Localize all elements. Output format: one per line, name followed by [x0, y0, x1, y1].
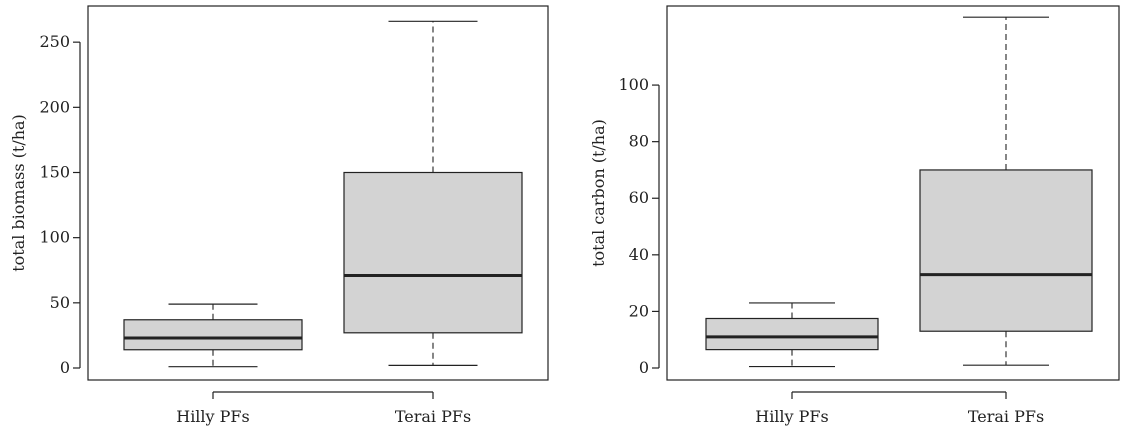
box-hilly	[705, 302, 879, 368]
y-tick-label: 80	[629, 132, 649, 151]
box-hilly	[123, 303, 303, 368]
box-terai	[343, 20, 523, 366]
y-axis: 0 20 40 60 80 100	[618, 75, 660, 377]
y-tick-label: 150	[39, 162, 70, 181]
y-tick-label: 60	[629, 188, 649, 207]
y-axis: 0 50 100 150 200 250	[39, 32, 81, 377]
x-axis: Hilly PFs Terai PFs	[176, 391, 471, 426]
x-category-label: Terai PFs	[395, 407, 471, 426]
x-category-label: Hilly PFs	[176, 407, 250, 426]
y-tick-label: 100	[618, 75, 649, 94]
y-tick-label: 200	[39, 97, 70, 116]
y-tick-label: 40	[629, 245, 649, 264]
box-iqr	[919, 169, 1093, 332]
x-category-label: Terai PFs	[968, 407, 1044, 426]
y-tick-label: 0	[60, 358, 70, 377]
y-tick-label: 20	[629, 301, 649, 320]
box-iqr	[343, 171, 523, 334]
y-tick-label: 0	[639, 358, 649, 377]
y-tick-label: 250	[39, 32, 70, 51]
x-category-label: Hilly PFs	[755, 407, 829, 426]
y-axis-title: total biomass (t/ha)	[9, 114, 28, 272]
plot-frame	[87, 5, 549, 381]
y-axis-title: total carbon (t/ha)	[589, 119, 608, 267]
box-iqr	[705, 317, 879, 351]
carbon-boxplot-panel: 0 20 40 60 80 100 total carbon (t/ha) Hilly PFs…	[589, 5, 1120, 426]
box-terai	[919, 16, 1093, 366]
y-tick-label: 100	[39, 228, 70, 247]
x-axis: Hilly PFs Terai PFs	[755, 391, 1044, 426]
biomass-boxplot-panel: 0 50 100 150 200 250 total biomass (t/ha) Hilly…	[9, 5, 549, 426]
y-tick-label: 50	[50, 293, 70, 312]
plot-frame	[666, 5, 1120, 381]
box-iqr	[123, 319, 303, 351]
